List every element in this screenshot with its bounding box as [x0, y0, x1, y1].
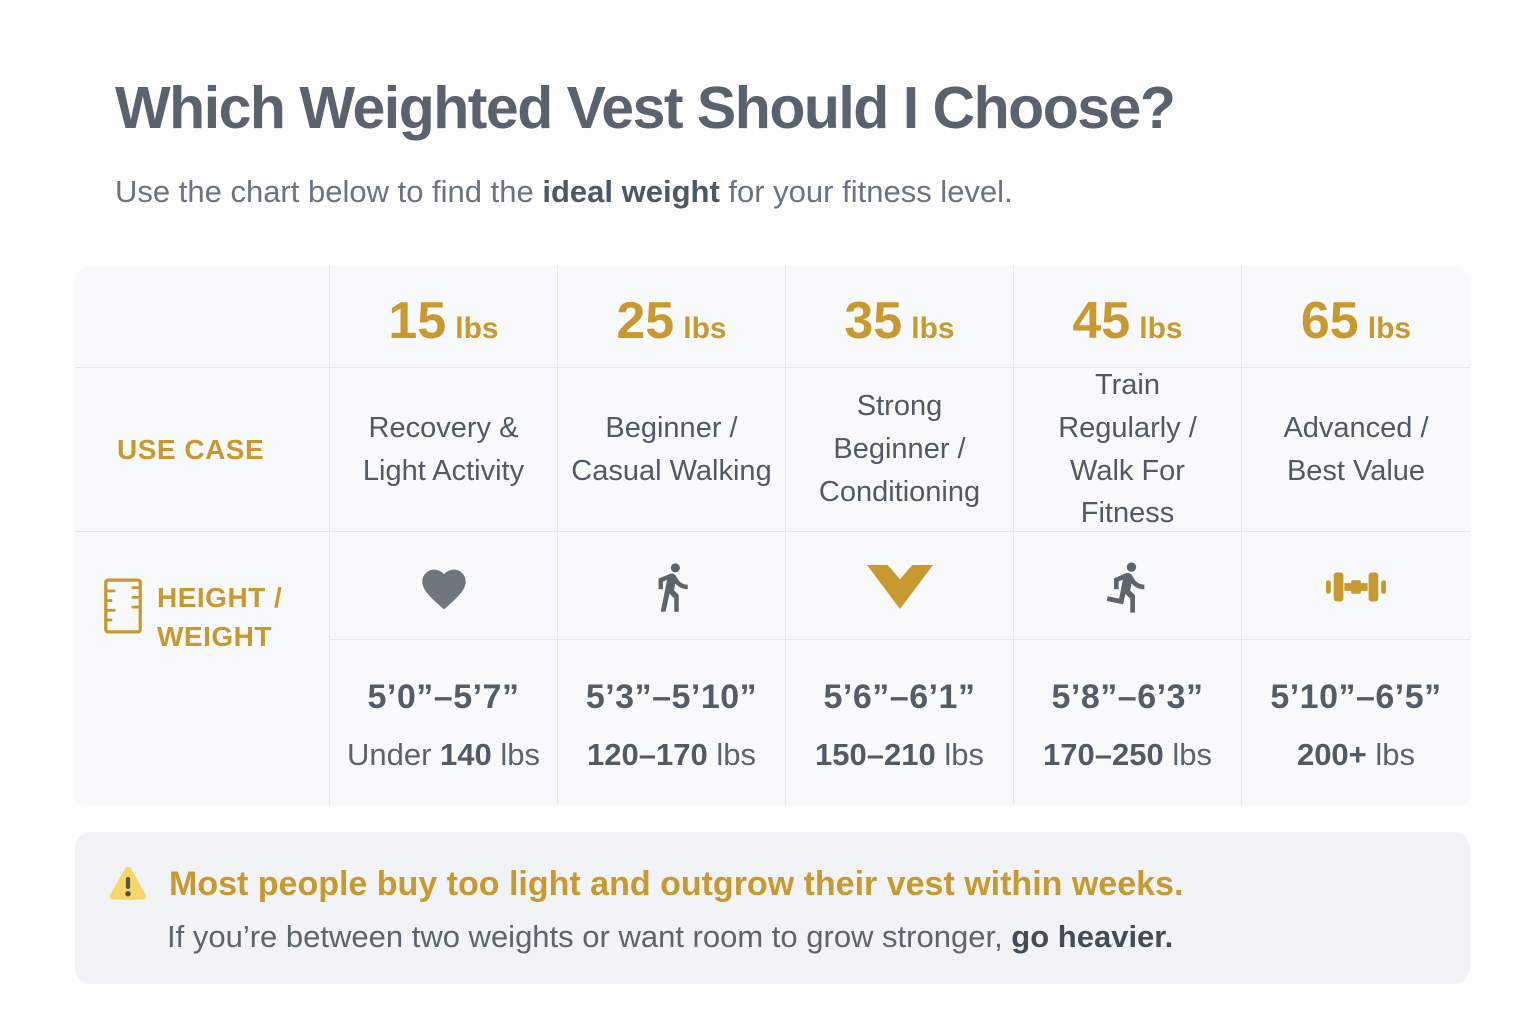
dumbbell-icon-cell [1242, 532, 1470, 640]
use-case-line: Walk For Fitness [1070, 454, 1185, 530]
height-range: 5’8”–6’3” [1051, 678, 1204, 716]
height-weight-cell-35lbs: 5’6”–6’1” 150–210 lbs [786, 640, 1014, 805]
weight-range: 150–210 lbs [815, 737, 984, 773]
use-case-line: Conditioning [818, 475, 981, 508]
corner-cell [75, 265, 330, 368]
weight-value: 35 [844, 292, 903, 350]
weight-value: 25 [616, 292, 675, 350]
weight-range-suffix: lbs [935, 737, 984, 772]
use-case-line: Casual Walking [571, 454, 772, 487]
weight-range-bold: 200+ [1296, 737, 1367, 772]
weight-unit: lbs [683, 312, 727, 345]
chevron-down-icon [866, 563, 933, 611]
height-weight-label-line1: HEIGHT / [157, 582, 283, 613]
column-header-25lbs: 25 lbs [558, 265, 786, 368]
weight-range: 120–170 lbs [587, 737, 756, 773]
weight-range-suffix: lbs [1366, 737, 1416, 772]
running-person-icon [1100, 557, 1156, 617]
use-case-cell-65lbs: Advanced / Best Value [1242, 368, 1470, 532]
height-weight-cell-25lbs: 5’3”–5’10” 120–170 lbs [558, 640, 786, 805]
icon-cell-15lbs [330, 532, 558, 640]
note-detail: If you’re between two weights or want ro… [167, 919, 1470, 955]
height-range: 5’6”–6’1” [823, 678, 976, 716]
weight-range-bold: 150–210 [815, 737, 936, 772]
walking-person-icon [645, 557, 699, 617]
row-label-height-weight: HEIGHT / WEIGHT [75, 532, 330, 805]
weight-range-prefix: Under [346, 737, 441, 772]
ruler-icon [103, 578, 143, 634]
use-case-line: Train [1095, 368, 1160, 401]
row-label-use-case: USE CASE [75, 368, 330, 532]
chevron-icon-cell [786, 532, 1014, 640]
walking-person-icon-cell [558, 532, 786, 640]
use-case-line: Advanced / [1283, 411, 1429, 444]
note-detail-bold: go heavier. [1011, 919, 1174, 954]
column-header-65lbs: 65 lbs [1242, 265, 1470, 368]
dumbbell-icon [1325, 570, 1387, 604]
page-title: Which Weighted Vest Should I Choose? [115, 75, 1176, 141]
comparison-table: 15 lbs 25 lbs 35 lbs 45 lbs 65 lbs USE C… [75, 265, 1470, 805]
weight-range-suffix: lbs [707, 737, 756, 772]
use-case-line: Beginner / [833, 433, 966, 466]
weight-range: Under 140 lbs [347, 737, 540, 773]
subtitle-emphasis: ideal weight [542, 174, 720, 209]
advice-note: Most people buy too light and outgrow th… [75, 832, 1470, 984]
weight-range-bold: 120–170 [587, 737, 708, 772]
height-weight-cell-65lbs: 5’10”–6’5” 200+ lbs [1242, 640, 1470, 805]
note-headline: Most people buy too light and outgrow th… [105, 862, 1470, 906]
weight-range: 170–250 lbs [1043, 737, 1212, 773]
use-case-line: Strong [856, 390, 943, 423]
weight-unit: lbs [911, 312, 955, 345]
height-weight-label: HEIGHT / WEIGHT [157, 578, 282, 656]
weight-range: 200+ lbs [1297, 737, 1415, 773]
weight-range-bold: 170–250 [1043, 737, 1164, 772]
weight-range-suffix: lbs [491, 737, 541, 772]
subtitle-suffix: for your fitness level. [719, 174, 1013, 209]
height-weight-label-line2: WEIGHT [157, 621, 272, 653]
use-case-line: Recovery & [368, 411, 519, 444]
weight-range-suffix: lbs [1163, 737, 1212, 772]
use-case-line: Beginner / [605, 411, 738, 444]
height-range: 5’10”–6’5” [1270, 678, 1442, 716]
height-weight-cell-15lbs: 5’0”–5’7” Under 140 lbs [330, 640, 558, 805]
height-range: 5’3”–5’10” [585, 678, 758, 716]
use-case-line: Regularly / [1058, 411, 1197, 444]
heart-icon [418, 563, 470, 611]
height-range: 5’0”–5’7” [367, 678, 520, 716]
column-header-15lbs: 15 lbs [330, 265, 558, 368]
use-case-cell-25lbs: Beginner / Casual Walking [558, 368, 786, 532]
column-header-45lbs: 45 lbs [1014, 265, 1242, 368]
use-case-line: Light Activity [362, 454, 525, 487]
height-weight-cell-45lbs: 5’8”–6’3” 170–250 lbs [1014, 640, 1242, 805]
weight-value: 15 [388, 292, 447, 350]
warning-icon [105, 862, 151, 906]
use-case-line: Best Value [1286, 454, 1426, 487]
note-headline-text: Most people buy too light and outgrow th… [169, 864, 1184, 903]
weight-value: 65 [1300, 292, 1359, 350]
column-header-35lbs: 35 lbs [786, 265, 1014, 368]
use-case-cell-15lbs: Recovery & Light Activity [330, 368, 558, 532]
weight-unit: lbs [1139, 312, 1183, 345]
weight-value: 45 [1072, 292, 1131, 350]
subtitle-prefix: Use the chart below to find the [115, 174, 543, 209]
page-subtitle: Use the chart below to find the ideal we… [115, 174, 1013, 210]
use-case-cell-45lbs: Train Regularly / Walk For Fitness [1014, 368, 1242, 532]
weight-unit: lbs [455, 312, 499, 345]
note-detail-prefix: If you’re between two weights or want ro… [167, 919, 1012, 954]
weight-range-bold: 140 [440, 737, 492, 772]
weight-unit: lbs [1367, 312, 1412, 345]
running-person-icon-cell [1014, 532, 1242, 640]
use-case-cell-35lbs: Strong Beginner / Conditioning [786, 368, 1014, 532]
